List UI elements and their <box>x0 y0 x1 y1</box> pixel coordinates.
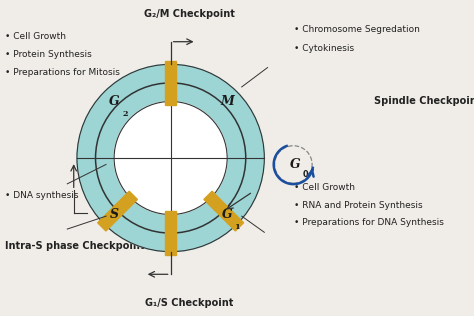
Bar <box>98 191 137 231</box>
Text: Spindle Checkpoint: Spindle Checkpoint <box>374 96 474 106</box>
Text: • DNA synthesis: • DNA synthesis <box>5 191 78 200</box>
Text: 2: 2 <box>122 110 128 118</box>
Text: G₂/M Checkpoint: G₂/M Checkpoint <box>144 9 235 19</box>
Circle shape <box>114 101 227 215</box>
Text: • Protein Synthesis: • Protein Synthesis <box>5 50 91 59</box>
Text: S: S <box>109 208 118 221</box>
Text: 1: 1 <box>235 222 241 231</box>
Text: M: M <box>220 95 234 108</box>
Text: • Cell Growth: • Cell Growth <box>294 183 355 192</box>
Text: G: G <box>222 208 232 221</box>
Text: • Cell Growth: • Cell Growth <box>5 32 66 40</box>
Text: • Preparations for Mitosis: • Preparations for Mitosis <box>5 68 119 77</box>
Bar <box>204 191 244 231</box>
Bar <box>165 61 176 105</box>
Text: • Chromosome Segredation: • Chromosome Segredation <box>294 25 420 34</box>
Text: • Cytokinesis: • Cytokinesis <box>294 44 354 52</box>
Circle shape <box>77 64 264 252</box>
Text: • Preparations for DNA Synthesis: • Preparations for DNA Synthesis <box>294 218 444 227</box>
Text: G: G <box>290 158 301 171</box>
Text: Intra-S phase Checkpoint: Intra-S phase Checkpoint <box>5 241 144 252</box>
Text: 0: 0 <box>303 170 309 179</box>
Bar <box>165 211 176 255</box>
Text: • RNA and Protein Synthesis: • RNA and Protein Synthesis <box>294 201 422 210</box>
Text: G₁/S Checkpoint: G₁/S Checkpoint <box>146 298 234 308</box>
Text: G: G <box>109 95 119 108</box>
